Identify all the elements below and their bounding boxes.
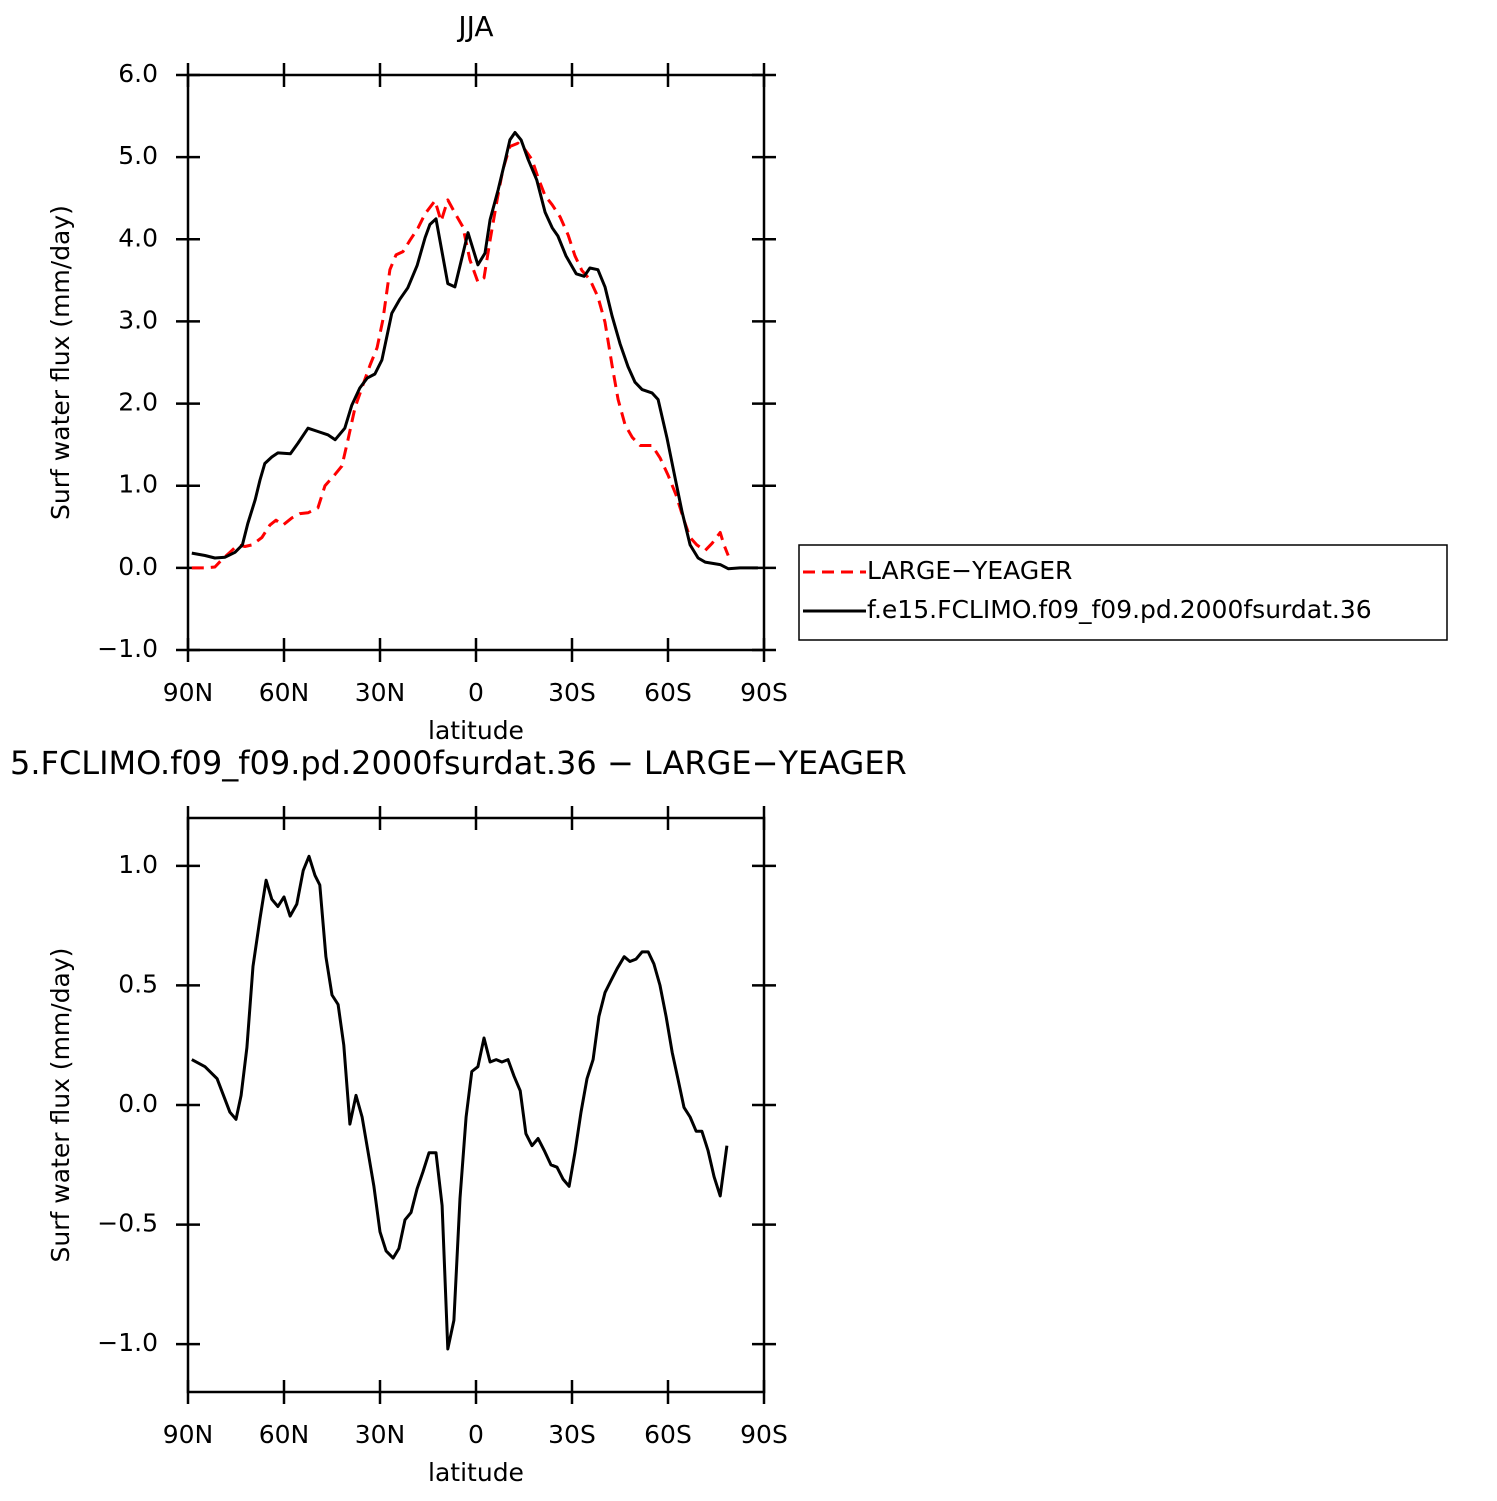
y-tick-label: 0.0: [118, 552, 158, 581]
y-tick-label: 0.0: [118, 1089, 158, 1118]
x-tick-label: 90S: [740, 678, 788, 707]
x-tick-label: 30S: [548, 1420, 596, 1449]
data-line: [191, 141, 730, 570]
chart-title: 5.FCLIMO.f09_f09.pd.2000fsurdat.36 − LAR…: [10, 744, 907, 782]
legend-label: f.e15.FCLIMO.f09_f09.pd.2000fsurdat.36: [867, 595, 1372, 624]
y-tick-label: 2.0: [118, 388, 158, 417]
x-tick-label: 90N: [163, 678, 214, 707]
y-tick-label: 3.0: [118, 305, 158, 334]
x-tick-label: 0: [468, 1420, 484, 1449]
x-tick-label: 0: [468, 678, 484, 707]
y-tick-label: 1.0: [118, 470, 158, 499]
y-tick-label: 6.0: [118, 59, 158, 88]
y-axis-label: Surf water flux (mm/day): [46, 205, 75, 520]
x-tick-label: 30N: [355, 1420, 406, 1449]
y-tick-label: 1.0: [118, 850, 158, 879]
x-tick-label: 60S: [644, 1420, 692, 1449]
data-line: [191, 854, 729, 1351]
plot-frame: [186, 73, 766, 652]
y-tick-label: −0.5: [97, 1209, 158, 1238]
chart-title: JJA: [456, 10, 493, 43]
legend-box: [798, 544, 1448, 641]
x-tick-label: 30N: [355, 678, 406, 707]
x-tick-label: 90N: [163, 1420, 214, 1449]
data-line: [191, 131, 758, 571]
x-tick-label: 60N: [259, 1420, 310, 1449]
legend-label: LARGE−YEAGER: [867, 556, 1072, 585]
x-tick-label: 60S: [644, 678, 692, 707]
y-tick-label: 4.0: [118, 223, 158, 252]
x-axis-label: latitude: [428, 1458, 524, 1487]
y-tick-label: −1.0: [97, 1328, 158, 1357]
x-axis-label: latitude: [428, 716, 524, 745]
y-axis-label: Surf water flux (mm/day): [46, 948, 75, 1263]
x-tick-label: 90S: [740, 1420, 788, 1449]
y-tick-label: 5.0: [118, 141, 158, 170]
x-tick-label: 30S: [548, 678, 596, 707]
y-tick-label: 0.5: [118, 969, 158, 998]
x-tick-label: 60N: [259, 678, 310, 707]
y-tick-label: −1.0: [97, 634, 158, 663]
